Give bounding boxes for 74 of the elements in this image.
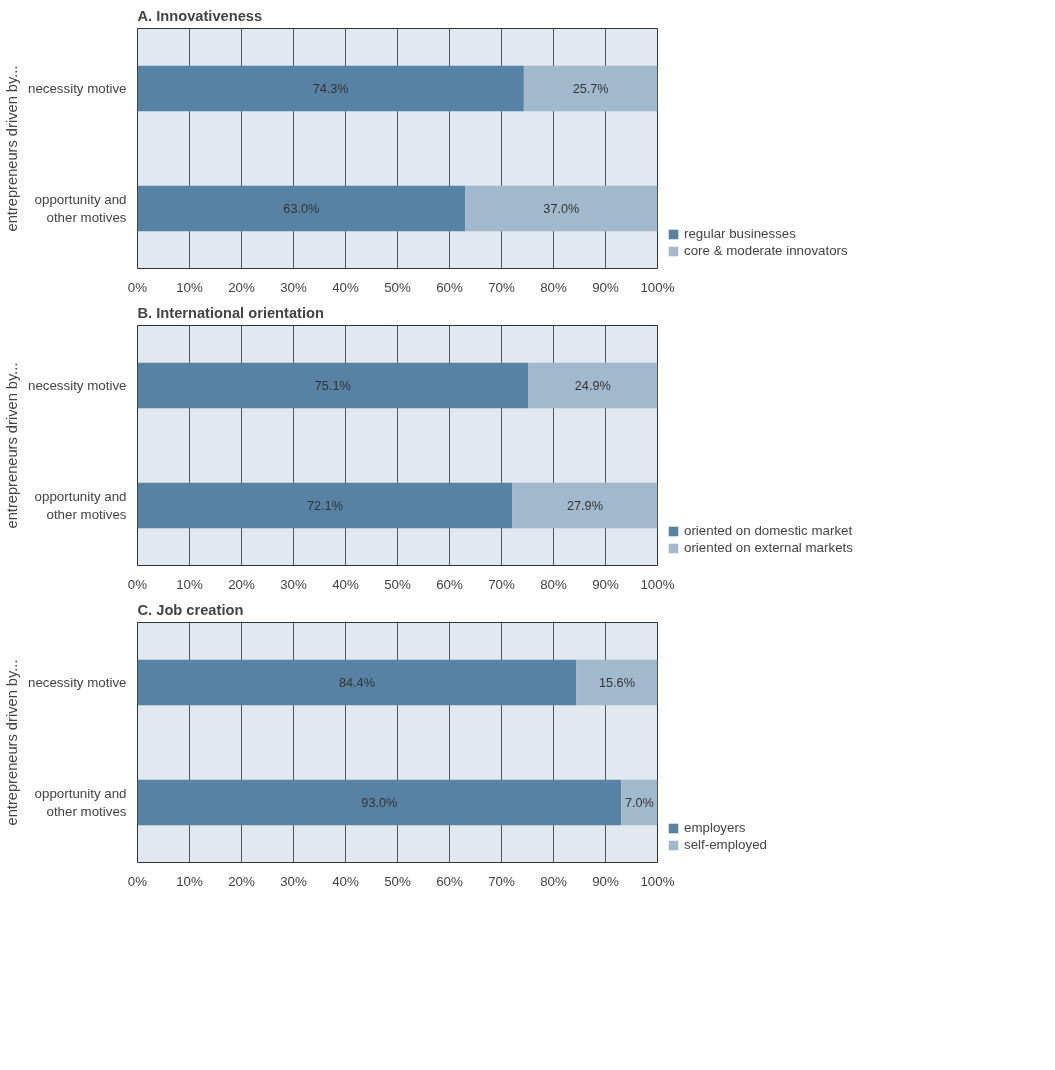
x-tick-label: 60%	[436, 576, 463, 592]
data-label: 27.9%	[567, 498, 603, 513]
legend-label: core & moderate innovators	[684, 243, 848, 258]
x-tick-label: 80%	[540, 576, 567, 592]
bar	[137, 659, 577, 706]
data-label: 74.3%	[312, 81, 349, 96]
x-tick-label: 40%	[332, 279, 359, 295]
x-tick-label: 10%	[176, 873, 203, 889]
y-tick-label: opportunity and other motives	[34, 489, 127, 522]
bar	[465, 185, 658, 232]
data-label: 84.4%	[339, 675, 375, 690]
x-tick-label: 90%	[592, 576, 619, 592]
x-tick-label: 50%	[384, 873, 411, 889]
data-label: 75.1%	[314, 378, 351, 393]
x-tick-label: 50%	[384, 576, 411, 592]
bar	[137, 65, 524, 112]
chart-title: C. Job creation	[137, 601, 244, 618]
x-tick-label: 30%	[280, 873, 307, 889]
x-tick-label: 0%	[127, 873, 148, 889]
x-tick-label: 10%	[176, 576, 203, 592]
x-tick-label: 100%	[640, 576, 675, 592]
y-tick-label: necessity motive	[27, 81, 127, 96]
data-label: 25.7%	[572, 81, 609, 96]
x-tick-label: 60%	[436, 279, 463, 295]
x-tick-label: 100%	[640, 279, 675, 295]
x-tick-label: 10%	[176, 279, 203, 295]
x-tick-label: 20%	[228, 279, 255, 295]
x-tick-label: 70%	[488, 873, 515, 889]
y-tick-label: opportunity and other motives	[34, 192, 127, 225]
x-tick-label: 0%	[127, 576, 148, 592]
data-label: 37.0%	[543, 201, 580, 216]
x-tick-label: 70%	[488, 279, 515, 295]
x-tick-label: 90%	[592, 279, 619, 295]
x-tick-label: 80%	[540, 279, 567, 295]
x-tick-label: 30%	[280, 576, 307, 592]
bar	[137, 185, 466, 232]
legend-label: self-employed	[684, 837, 767, 852]
x-tick-label: 50%	[384, 279, 411, 295]
x-tick-label: 0%	[127, 279, 148, 295]
data-label: 7.0%	[624, 795, 654, 810]
y-axis-title: entrepreneurs driven by...	[3, 659, 20, 826]
bar	[137, 482, 513, 529]
x-tick-label: 20%	[228, 576, 255, 592]
x-tick-label: 30%	[280, 279, 307, 295]
legend-label: oriented on domestic market	[684, 523, 853, 538]
bar	[512, 482, 658, 529]
legend-label: regular businesses	[684, 226, 796, 241]
y-tick-label: opportunity and other motives	[34, 786, 127, 819]
x-tick-label: 40%	[332, 576, 359, 592]
x-tick-label: 100%	[640, 873, 675, 889]
bar	[137, 779, 622, 826]
x-tick-label: 20%	[228, 873, 255, 889]
y-axis-title: entrepreneurs driven by...	[3, 65, 20, 232]
bar	[523, 65, 658, 112]
x-tick-label: 40%	[332, 873, 359, 889]
data-label: 24.9%	[574, 378, 611, 393]
data-label: 63.0%	[283, 201, 320, 216]
legend-label: employers	[684, 820, 746, 835]
x-tick-label: 90%	[592, 873, 619, 889]
bar	[137, 362, 529, 409]
y-tick-label: necessity motive	[27, 378, 127, 393]
y-axis-title: entrepreneurs driven by...	[3, 362, 20, 529]
y-tick-label: necessity motive	[27, 675, 127, 690]
data-label: 93.0%	[361, 795, 398, 810]
x-tick-label: 80%	[540, 873, 567, 889]
bar	[528, 362, 658, 409]
chart-title: A. Innovativeness	[137, 7, 263, 24]
bar	[576, 659, 658, 706]
chart-title: B. International orientation	[137, 304, 325, 321]
x-tick-label: 70%	[488, 576, 515, 592]
data-label: 15.6%	[599, 675, 635, 690]
data-label: 72.1%	[307, 498, 343, 513]
x-tick-label: 60%	[436, 873, 463, 889]
legend-label: oriented on external markets	[684, 540, 853, 555]
